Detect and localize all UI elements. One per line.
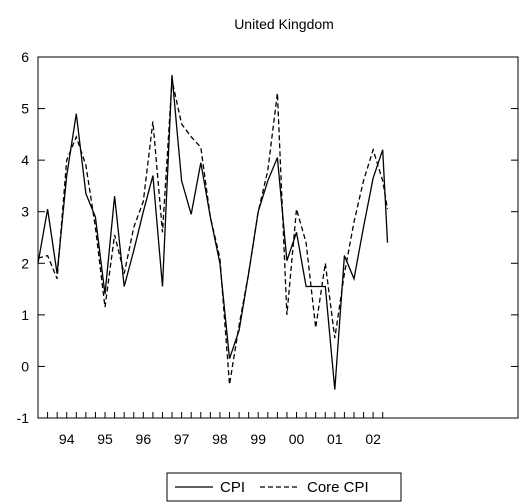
x-tick-label: 96 — [136, 431, 152, 447]
y-tick-label: 6 — [21, 49, 29, 65]
y-tick-label: 5 — [21, 101, 29, 117]
x-tick-label: 02 — [365, 431, 381, 447]
y-tick-label: 3 — [21, 204, 29, 220]
series-core-cpi — [37, 80, 389, 385]
x-tick-label: 94 — [59, 431, 75, 447]
series-lines — [37, 74, 389, 390]
x-tick-label: 98 — [212, 431, 228, 447]
chart-title: United Kingdom — [234, 16, 334, 32]
plot-frame — [37, 56, 519, 419]
legend: CPI Core CPI — [166, 472, 402, 502]
x-tick-label: 95 — [97, 431, 113, 447]
x-tick-label: 01 — [327, 431, 343, 447]
y-tick-label: 1 — [21, 307, 29, 323]
x-tick-label: 97 — [174, 431, 190, 447]
legend-label: Core CPI — [307, 479, 369, 496]
x-tick-label: 99 — [250, 431, 266, 447]
y-tick-label: -1 — [17, 410, 30, 426]
x-tick-label: 00 — [289, 431, 305, 447]
y-tick-label: 0 — [21, 358, 29, 374]
legend-label: CPI — [220, 479, 245, 496]
y-tick-label: 4 — [21, 152, 29, 168]
series-cpi — [37, 74, 389, 390]
y-tick-label: 2 — [21, 255, 29, 271]
